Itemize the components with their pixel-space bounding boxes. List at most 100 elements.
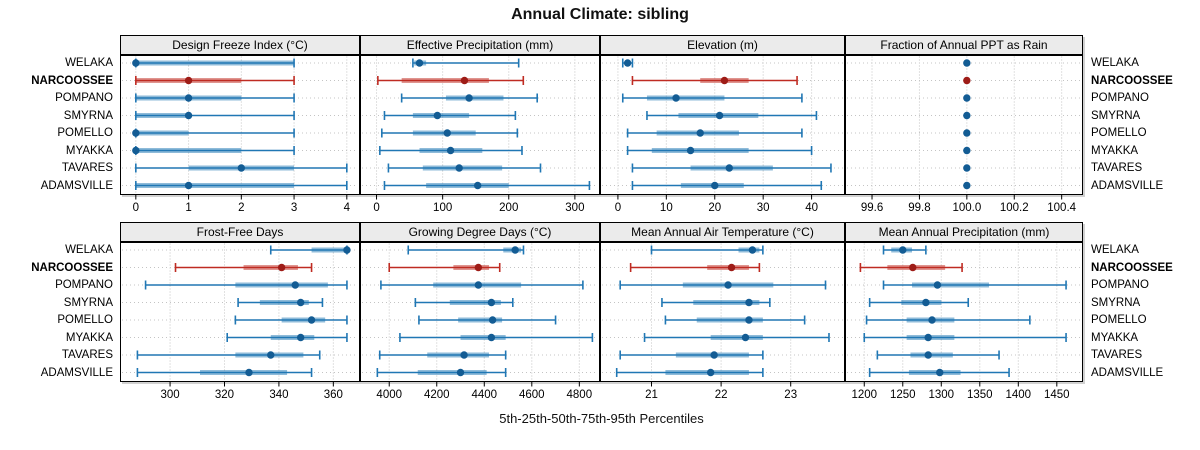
median-dot <box>715 111 724 120</box>
median-dot <box>711 181 719 190</box>
panel-strip-title: Growing Degree Days (°C) <box>360 222 600 242</box>
median-dot <box>741 333 750 342</box>
median-dot <box>924 333 932 342</box>
panel-canvas: 0 1 2 3 4 <box>120 55 360 214</box>
chart-title: Annual Climate: sibling <box>511 6 689 23</box>
median-dot <box>267 351 275 359</box>
median-dot <box>245 368 253 377</box>
site-label-right-pomello-row1: POMELLO <box>1091 314 1147 326</box>
panel-canvas: 0 100 200 300 <box>360 55 600 214</box>
median-dot <box>184 94 193 102</box>
x-tick-label: 0 <box>373 202 379 214</box>
median-dot <box>343 246 351 254</box>
x-tick-label: 3 <box>291 202 297 214</box>
panel-design-freeze-index-c: Design Freeze Index (°C) 0 1 2 3 4 <box>120 35 360 214</box>
x-tick-label: 1250 <box>890 389 916 401</box>
x-tick-label: 20 <box>708 202 721 214</box>
median-dot <box>511 246 519 254</box>
median-dot <box>899 246 907 254</box>
median-dot <box>487 333 496 342</box>
median-dot <box>963 59 971 67</box>
site-label-left-narcoossee-row1: NARCOOSSEE <box>31 261 113 274</box>
x-axis-label: 5th-25th-50th-75th-95th Percentiles <box>499 411 704 426</box>
site-label-right-pompano-row0: POMPANO <box>1091 92 1149 104</box>
site-label-right-smyrna-row0: SMYRNA <box>1091 109 1141 122</box>
panel-growing-degree-days-c: Growing Degree Days (°C) 4000 4200 4400 4600… <box>360 222 600 401</box>
site-label-left-narcoossee-row0: NARCOOSSEE <box>31 74 113 87</box>
median-dot <box>291 281 299 289</box>
median-dot <box>963 76 971 85</box>
panel-strip-title: Mean Annual Air Temperature (°C) <box>600 222 845 242</box>
site-label-right-myakka-row0: MYAKKA <box>1091 144 1139 157</box>
median-dot <box>296 333 305 342</box>
x-tick-label: 0 <box>615 202 621 214</box>
x-tick-label: 1450 <box>1044 389 1070 401</box>
median-dot <box>963 94 971 102</box>
x-tick-label: 1400 <box>1006 389 1032 401</box>
panel-canvas: 0 10 20 30 40 <box>600 55 845 214</box>
site-label-right-pomello-row0: POMELLO <box>1091 127 1147 139</box>
median-dot <box>706 368 715 377</box>
median-dot <box>963 129 971 137</box>
median-dot <box>460 351 468 359</box>
x-tick-label: 2 <box>238 202 244 214</box>
panel-canvas: 300 320 340 360 <box>120 242 360 401</box>
site-label-right-narcoossee-row1: NARCOOSSEE <box>1091 261 1173 274</box>
x-tick-label: 1350 <box>967 389 993 401</box>
x-tick-label: 4800 <box>567 389 593 401</box>
x-tick-label: 4400 <box>471 389 497 401</box>
median-dot <box>307 316 316 324</box>
median-dot <box>963 181 971 190</box>
x-tick-label: 320 <box>215 389 234 401</box>
site-label-left-pomello-row1: POMELLO <box>57 314 113 326</box>
site-label-left-adamsville-row1: ADAMSVILLE <box>40 366 113 379</box>
median-dot <box>745 298 753 307</box>
x-tick-label: 4000 <box>376 389 402 401</box>
x-tick-label: 100 <box>433 202 452 214</box>
median-dot <box>909 263 917 272</box>
site-label-left-pomello-row0: POMELLO <box>57 127 113 139</box>
x-tick-label: 99.8 <box>908 202 930 214</box>
site-label-right-welaka-row1: WELAKA <box>1091 244 1139 256</box>
median-dot <box>455 164 463 172</box>
x-tick-label: 4200 <box>424 389 450 401</box>
site-label-left-welaka-row1: WELAKA <box>65 244 113 256</box>
x-tick-label: 40 <box>805 202 818 214</box>
x-tick-label: 360 <box>324 389 343 401</box>
site-label-right-narcoossee-row0: NARCOOSSEE <box>1091 74 1173 87</box>
median-dot <box>132 129 140 137</box>
site-label-right-adamsville-row0: ADAMSVILLE <box>1091 179 1164 192</box>
x-tick-label: 21 <box>645 389 658 401</box>
x-tick-label: 4600 <box>519 389 545 401</box>
median-dot <box>710 351 718 359</box>
median-dot <box>237 164 246 172</box>
median-dot <box>296 298 305 307</box>
site-label-left-myakka-row0: MYAKKA <box>65 144 113 157</box>
median-dot <box>132 59 140 67</box>
median-dot <box>724 281 732 289</box>
site-label-left-smyrna-row0: SMYRNA <box>63 109 113 122</box>
median-dot <box>415 59 424 67</box>
median-dot <box>696 129 704 137</box>
site-label-left-tavares-row1: TAVARES <box>61 349 113 361</box>
site-label-left-welaka-row0: WELAKA <box>65 57 113 69</box>
x-tick-label: 4 <box>344 202 351 214</box>
x-tick-label: 300 <box>160 389 179 401</box>
median-dot <box>488 316 497 324</box>
x-tick-label: 340 <box>269 389 288 401</box>
panel-strip-title: Fraction of Annual PPT as Rain <box>845 35 1083 55</box>
median-dot <box>487 298 496 307</box>
median-dot <box>446 146 455 155</box>
x-tick-label: 0 <box>133 202 139 214</box>
median-dot <box>727 263 736 272</box>
x-tick-label: 99.6 <box>861 202 883 214</box>
panel-strip-title: Frost-Free Days <box>120 222 360 242</box>
median-dot <box>184 76 193 85</box>
x-tick-label: 30 <box>757 202 770 214</box>
panel-elevation-m: Elevation (m) 0 10 20 30 40 <box>600 35 845 214</box>
median-dot <box>936 368 944 377</box>
median-dot <box>686 146 695 155</box>
panel-mean-annual-air-temperature-c: Mean Annual Air Temperature (°C) 21 22 23 <box>600 222 845 401</box>
x-tick-label: 22 <box>715 389 728 401</box>
median-dot <box>924 351 932 359</box>
